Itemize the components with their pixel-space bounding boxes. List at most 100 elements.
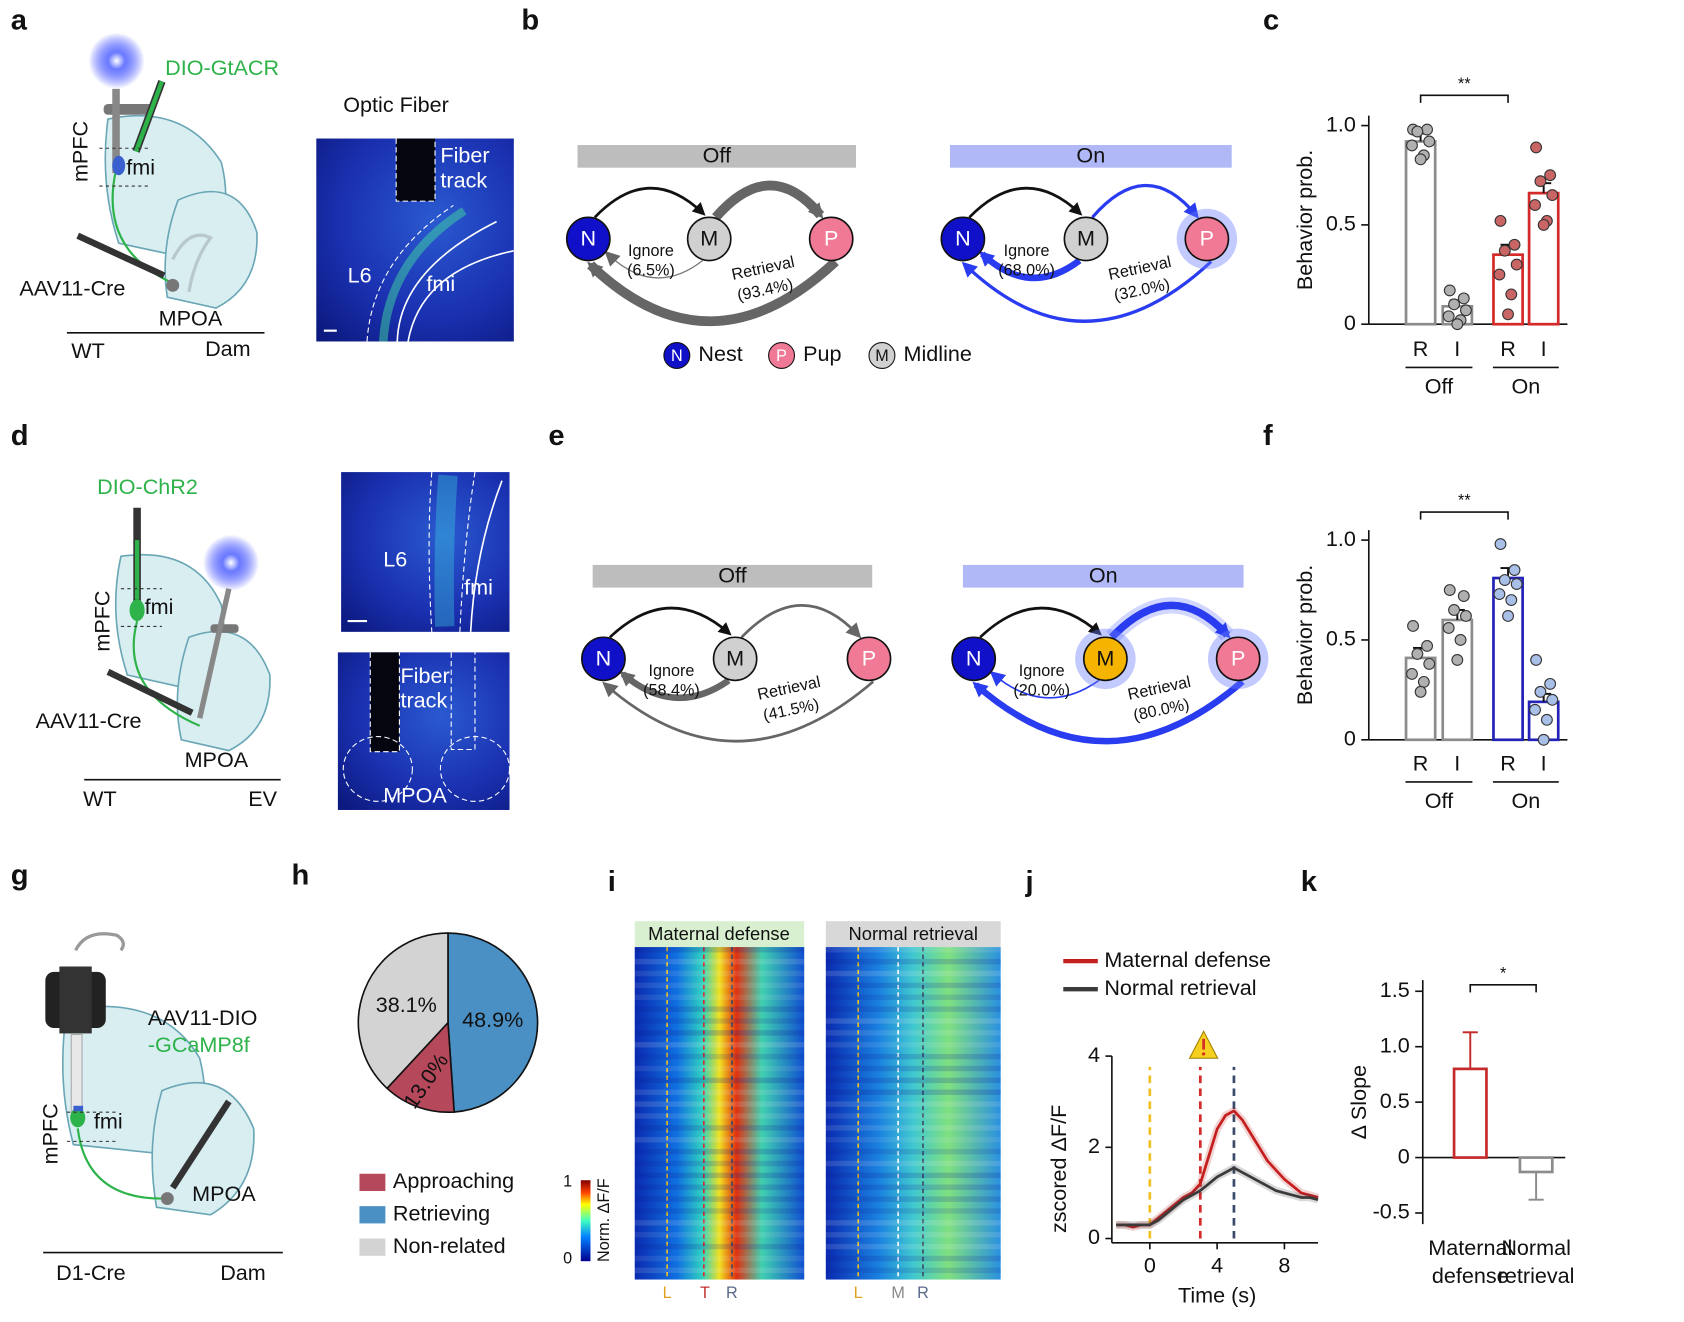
legend-label: Maternal defense [1104, 947, 1271, 972]
pie-slice [385, 1020, 456, 1114]
label: Fiber [400, 663, 449, 688]
data-point [1502, 308, 1514, 321]
label: fmi [94, 1109, 123, 1134]
heatmap-title: Maternal defense [648, 923, 790, 944]
heatmap-texture [634, 1053, 805, 1060]
heatmap [634, 947, 805, 1280]
node [951, 636, 997, 682]
data-point [1529, 199, 1541, 211]
event-marker: R [917, 1284, 929, 1302]
label: fmi [426, 271, 455, 296]
panel-label: i [608, 866, 616, 898]
data-point [1498, 244, 1511, 257]
heatmap-texture [634, 1267, 805, 1274]
x-tick-label: retrieval [1498, 1263, 1575, 1288]
panel-label: b [521, 5, 539, 37]
data-point [1537, 733, 1550, 746]
x-tick-label: Maternal [1428, 1235, 1512, 1260]
x-tick-label: 0 [1144, 1252, 1156, 1277]
label: MPOA [383, 783, 447, 808]
pie-slice [447, 932, 539, 1113]
heatmap-texture [634, 1137, 805, 1143]
node-label: N [966, 646, 982, 671]
arrow [604, 250, 704, 279]
y-axis-label: Behavior prob. [1292, 150, 1317, 290]
x-tick-label: I [1541, 336, 1547, 361]
data-point [1505, 594, 1518, 606]
node-label: P [862, 646, 876, 671]
event-marker: R [726, 1284, 738, 1302]
heatmap-texture [825, 1113, 1001, 1119]
data-point [1508, 564, 1521, 576]
x-axis-label: Time (s) [1178, 1283, 1256, 1308]
label: MPOA [192, 1181, 256, 1206]
heatmap-texture [634, 1160, 805, 1167]
label: Fiber [440, 143, 489, 168]
legend-node [663, 342, 691, 369]
data-point [1460, 610, 1472, 622]
heatmap-texture [825, 1018, 1001, 1024]
heatmap-texture [634, 1042, 805, 1048]
colorbar-tick: 0 [563, 1249, 572, 1267]
label: AAV11-Cre [36, 708, 142, 733]
heatmap-texture [825, 1089, 1001, 1095]
state-bar [962, 564, 1244, 588]
data-point [1534, 685, 1547, 698]
y-tick-label: 0 [1344, 310, 1356, 335]
heatmap-texture [825, 982, 1001, 989]
label: D1-Cre [56, 1260, 126, 1285]
y-tick-label: 2 [1088, 1133, 1100, 1158]
data-point [1414, 153, 1427, 166]
node [712, 636, 758, 682]
label: AAV11-DIO [148, 1005, 258, 1030]
arrow [1091, 183, 1199, 219]
panel-label: e [548, 420, 564, 452]
heatmap-texture [825, 1065, 1001, 1072]
label: -GCaMP8f [148, 1032, 251, 1057]
data-point [1493, 268, 1506, 281]
legend-label: Non-related [393, 1233, 506, 1258]
heatmap-texture [825, 1053, 1001, 1060]
node [686, 216, 732, 262]
label: L6 [348, 262, 372, 287]
heatmap-texture [634, 1184, 805, 1190]
group-label: On [1511, 788, 1540, 813]
heatmap-texture [634, 1101, 805, 1107]
data-point [1451, 318, 1464, 331]
heatmap-texture [634, 1113, 805, 1119]
data-point [1423, 135, 1436, 148]
data-point [1508, 238, 1521, 251]
heatmap-texture [825, 1125, 1001, 1131]
y-tick-label: 0.5 [1380, 1088, 1410, 1113]
heatmap-texture [825, 1148, 1001, 1155]
line [1116, 1166, 1319, 1227]
heatmap-texture [634, 1089, 805, 1095]
data-point [1544, 169, 1557, 182]
label: WT [71, 338, 105, 363]
data-point [1530, 653, 1543, 666]
arrow [979, 606, 1102, 639]
data-point [1540, 713, 1553, 726]
heatmap-texture [825, 1172, 1001, 1179]
state-bar [949, 145, 1232, 168]
data-point [1505, 288, 1518, 301]
group-label: On [1511, 374, 1540, 399]
x-tick-label: defense [1432, 1263, 1509, 1288]
heatmap-texture [825, 1160, 1001, 1167]
heatmap-texture [825, 1220, 1001, 1226]
heatmap-texture [634, 1077, 805, 1084]
data-point [1411, 125, 1424, 138]
legend-node-label: P [776, 347, 787, 365]
data-point [1414, 685, 1427, 698]
y-tick-label: 0.5 [1326, 211, 1356, 236]
heatmap-texture [634, 982, 805, 989]
node-label: M [700, 226, 718, 251]
data-point [1454, 634, 1467, 646]
node [940, 216, 986, 262]
label: Dam [220, 1260, 266, 1285]
label: fmi [126, 154, 155, 179]
event-marker: L [663, 1284, 672, 1302]
heatmap-texture [825, 947, 1001, 953]
y-tick-label: 1.0 [1380, 1032, 1410, 1057]
data-point [1529, 703, 1541, 716]
